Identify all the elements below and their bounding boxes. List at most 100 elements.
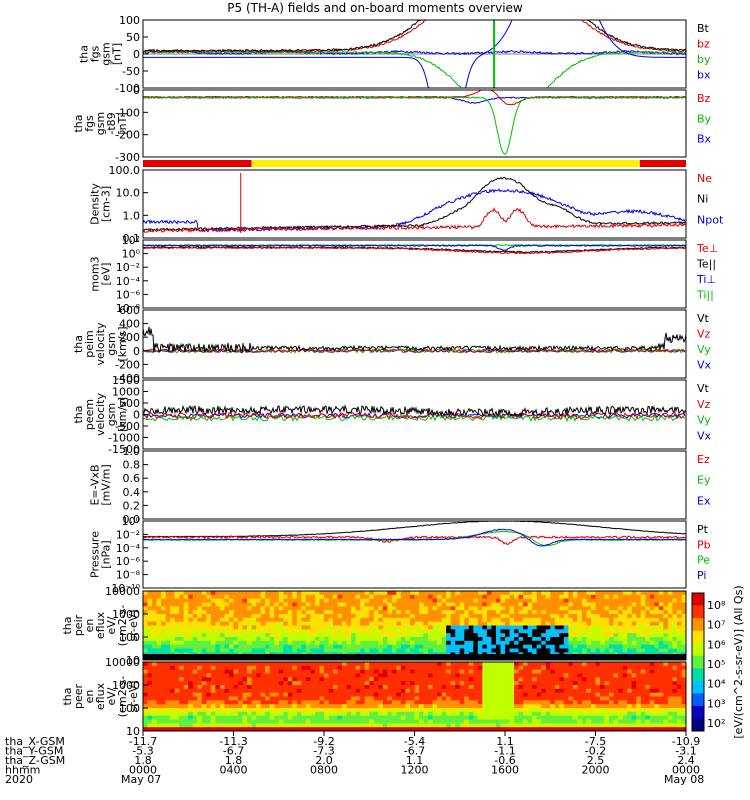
heatmap-cell (269, 648, 275, 653)
heatmap-cell (310, 629, 316, 634)
heatmap-cell (523, 685, 529, 690)
heatmap-cell (622, 621, 628, 627)
heatmap-cell (563, 715, 569, 721)
heatmap-cell (627, 715, 633, 721)
heatmap-cell (265, 610, 271, 615)
heatmap-cell (559, 696, 565, 701)
heatmap-cell (432, 708, 438, 713)
heatmap-cell (527, 669, 533, 675)
heatmap-cell (233, 719, 239, 724)
heatmap-cell (351, 719, 357, 724)
heatmap-cell (563, 621, 569, 627)
heatmap-cell (260, 662, 266, 667)
heatmap-cell (219, 692, 226, 698)
colorbar-tick-label: 10³ (707, 697, 725, 710)
heatmap-cell (251, 719, 257, 724)
heatmap-cell (600, 610, 606, 615)
heatmap-cell (292, 685, 298, 690)
heatmap-cell (247, 696, 253, 701)
heatmap-cell (627, 606, 633, 611)
heatmap-cell (215, 594, 221, 600)
heatmap-cell (622, 727, 628, 731)
heatmap-cell (649, 692, 655, 698)
heatmap-cell (351, 723, 357, 728)
heatmap-cell (210, 606, 216, 611)
heatmap-cell (314, 685, 321, 690)
heatmap-cell (658, 700, 664, 705)
heatmap-cell (500, 602, 506, 607)
heatmap-cell (333, 644, 339, 650)
colorbar-step (692, 618, 704, 632)
panel-peim_velocity: 6004002000-200-400thapeimvelocitygsm[km/… (72, 304, 712, 385)
heatmap-cell (333, 685, 339, 690)
heatmap-cell (265, 719, 271, 724)
heatmap-cell (219, 715, 226, 721)
heatmap-cell (224, 681, 230, 686)
heatmap-cell (314, 669, 321, 675)
heatmap-cell (636, 665, 642, 671)
heatmap-cell (536, 696, 542, 701)
heatmap-cell (314, 665, 321, 671)
heatmap-cell (681, 629, 686, 634)
heatmap-cell (400, 662, 407, 667)
heatmap-cell (622, 677, 628, 682)
heatmap-cell (572, 614, 578, 619)
heatmap-cell (658, 621, 664, 627)
heatmap-cell (170, 669, 176, 675)
x-tick-label: -7.5 (585, 735, 606, 748)
heatmap-cell (663, 704, 669, 709)
heatmap-cell (609, 677, 615, 682)
heatmap-cell (287, 594, 293, 600)
heatmap-cell (337, 692, 343, 698)
heatmap-cell (296, 606, 302, 611)
heatmap-cell (210, 727, 216, 731)
heatmap-cell (269, 673, 275, 678)
heatmap-cell (473, 692, 479, 698)
heatmap-cell (260, 591, 266, 596)
heatmap-cell (391, 610, 397, 615)
heatmap-cell (269, 640, 275, 646)
heatmap-cell (314, 633, 321, 638)
heatmap-cell (242, 688, 248, 694)
heatmap-cell (473, 629, 479, 634)
heatmap-cell (572, 669, 578, 675)
heatmap-cell (595, 681, 601, 686)
heatmap-cell (509, 711, 515, 717)
heatmap-cell (219, 688, 226, 694)
heatmap-cell (654, 591, 660, 596)
heatmap-cell (351, 648, 357, 653)
heatmap-cell (495, 648, 502, 653)
heatmap-cell (188, 696, 194, 701)
heatmap-cell (649, 723, 655, 728)
heatmap-cell (228, 665, 235, 671)
heatmap-cell (405, 673, 411, 678)
heatmap-cell (183, 719, 189, 724)
heatmap-cell (355, 723, 361, 728)
heatmap-cell (197, 625, 203, 630)
heatmap-cell (586, 644, 592, 650)
heatmap-cell (577, 640, 583, 646)
heatmap-cell (391, 673, 397, 678)
heatmap-cell (446, 669, 452, 675)
heatmap-cell (459, 617, 465, 623)
heatmap-cell (654, 633, 660, 638)
heatmap-cell (468, 621, 474, 627)
heatmap-cell (314, 727, 321, 731)
heatmap-cell (563, 591, 569, 596)
heatmap-cell (645, 681, 651, 686)
heatmap-cell (450, 685, 456, 690)
heatmap-cell (183, 644, 189, 650)
x-tick-label: 2.5 (587, 754, 605, 767)
heatmap-cell (382, 681, 388, 686)
heatmap-cell (491, 673, 497, 678)
heatmap-cell (640, 640, 646, 646)
heatmap-cell (559, 681, 565, 686)
heatmap-cell (450, 648, 456, 653)
heatmap-cell (274, 723, 280, 728)
heatmap-cell (373, 625, 379, 630)
heatmap-cell (179, 696, 185, 701)
heatmap-cell (563, 692, 569, 698)
heatmap-cell (387, 644, 393, 650)
heatmap-cell (192, 648, 198, 653)
heatmap-cell (514, 715, 520, 721)
